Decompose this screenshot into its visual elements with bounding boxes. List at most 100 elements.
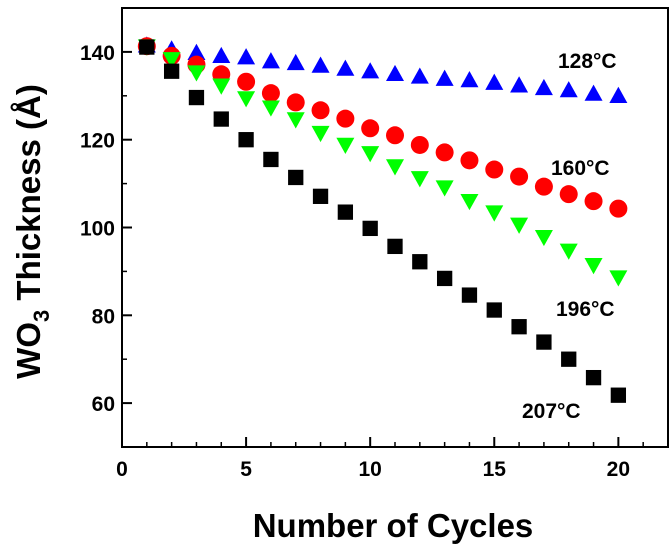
data-point [187, 65, 206, 82]
data-point [361, 119, 380, 138]
data-point [261, 52, 280, 69]
data-point [609, 86, 628, 103]
x-tick-label: 5 [240, 458, 252, 481]
y-tick-label: 140 [80, 42, 115, 65]
data-point [585, 369, 602, 386]
series-label: 160°C [551, 157, 610, 180]
data-point [559, 243, 578, 260]
data-point [534, 177, 553, 196]
data-point [561, 351, 577, 367]
series-triangle-up [137, 36, 628, 103]
data-point [435, 143, 454, 162]
data-point [162, 52, 181, 69]
x-axis-title: Number of Cycles [253, 507, 534, 544]
data-point [460, 193, 479, 211]
data-point [584, 84, 603, 101]
data-point [237, 72, 256, 91]
data-point [263, 151, 279, 168]
data-point [485, 160, 504, 179]
series-label: 207°C [522, 400, 581, 423]
data-point [534, 78, 553, 96]
data-point [311, 125, 330, 143]
data-point [286, 112, 305, 129]
data-point [485, 205, 504, 222]
y-tick-label: 60 [92, 393, 115, 416]
y-axis-title-base: WO [10, 322, 47, 379]
data-point [139, 39, 155, 55]
axis-ticks: 0 5 10 15 20 60 80 100 120 140 [80, 7, 644, 481]
data-point [436, 270, 453, 287]
series-labels: 128°C 160°C 196°C 207°C [522, 50, 617, 423]
data-point [584, 258, 603, 275]
series-square [139, 39, 627, 403]
data-point [511, 319, 527, 335]
data-point [237, 91, 256, 108]
data-point [609, 270, 628, 287]
data-point [435, 180, 454, 197]
data-point [510, 217, 529, 234]
data-point [362, 220, 378, 237]
data-point [460, 151, 479, 170]
data-point [609, 199, 628, 218]
x-tick-label: 0 [116, 458, 128, 481]
data-point [410, 67, 429, 84]
data-point [410, 171, 429, 188]
data-point [410, 135, 429, 154]
y-tick-label: 100 [80, 218, 115, 241]
data-point [261, 100, 280, 117]
data-point [485, 73, 504, 90]
data-point [311, 56, 330, 73]
data-point [212, 78, 231, 95]
data-point [510, 167, 529, 186]
data-point [163, 63, 180, 79]
data-point [387, 238, 403, 255]
x-tick-label: 10 [359, 458, 382, 481]
data-point [238, 132, 254, 148]
data-point [286, 53, 305, 71]
data-point [336, 109, 355, 128]
data-point [386, 64, 404, 82]
data-point [261, 84, 280, 103]
plot-marks [137, 36, 628, 403]
data-point [559, 185, 578, 204]
data-point [212, 46, 231, 64]
plot-frame [121, 7, 669, 448]
data-point [336, 137, 355, 154]
data-point [461, 287, 478, 303]
series-label: 196°C [556, 298, 615, 321]
data-point [559, 81, 578, 98]
data-point [584, 192, 603, 211]
series-label: 128°C [558, 50, 617, 73]
y-tick-label: 80 [92, 305, 115, 328]
series-triangle-down [137, 39, 628, 287]
y-axis-title-rest: Thickness (Å) [10, 84, 47, 310]
data-point [534, 229, 553, 247]
data-point [610, 387, 627, 403]
data-point [361, 62, 380, 79]
data-point [460, 70, 479, 88]
data-point [288, 169, 304, 186]
data-point [188, 89, 205, 106]
y-tick-label: 120 [80, 130, 115, 153]
data-point [213, 111, 229, 127]
data-point [361, 146, 380, 163]
y-axis-title: WO3 Thickness (Å) [10, 84, 54, 379]
data-point [486, 302, 502, 318]
series-circle [137, 37, 628, 218]
x-tick-label: 20 [607, 458, 630, 481]
data-point [286, 93, 305, 112]
data-point [312, 188, 329, 204]
data-point [412, 254, 428, 270]
data-point [337, 204, 354, 220]
data-point [386, 126, 404, 145]
data-point [237, 48, 256, 65]
y-axis-title-subscript: 3 [29, 310, 54, 322]
data-point [336, 59, 355, 76]
data-point [311, 101, 330, 120]
data-point [187, 43, 206, 60]
data-point [510, 76, 529, 93]
data-point [435, 69, 454, 86]
x-tick-label: 15 [483, 458, 507, 481]
data-point [386, 159, 404, 176]
